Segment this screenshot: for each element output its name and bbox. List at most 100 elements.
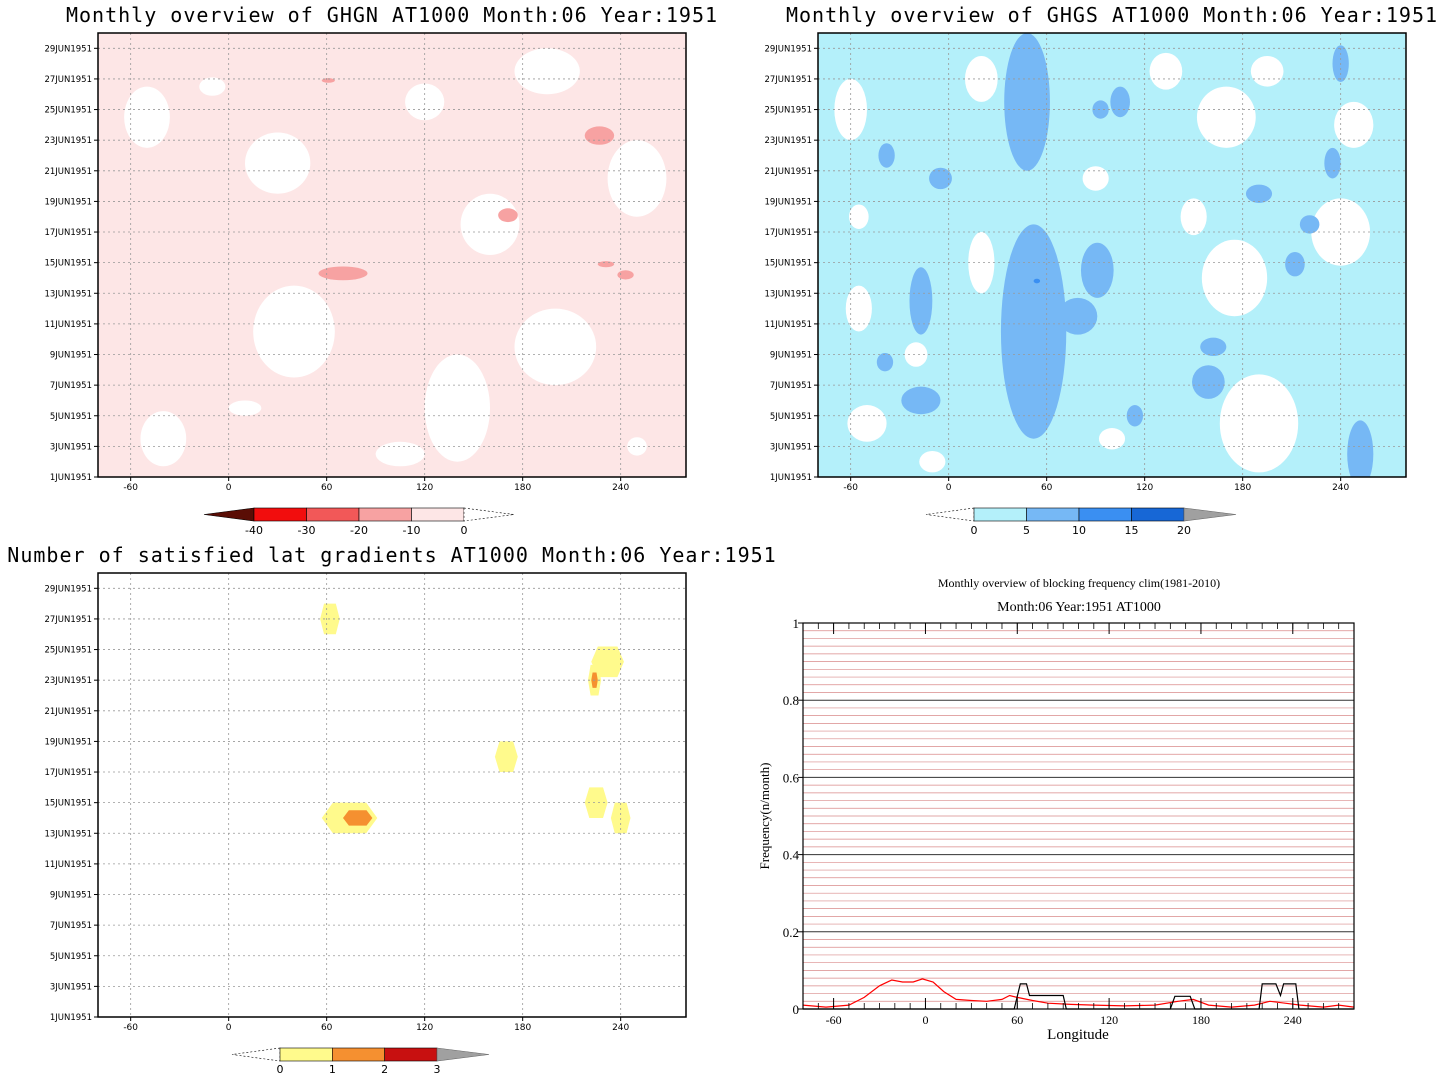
contour-region [1058,297,1098,335]
y-tick-label: 15JUN1951 [44,259,92,269]
y-tick-label: 21JUN1951 [764,167,812,177]
contour-region [318,266,368,281]
contour-region [498,208,518,223]
y-tick-label: 1JUN1951 [50,1013,92,1023]
x-tick-label: 180 [1234,483,1251,493]
x-tick-label: -60 [843,483,858,493]
plot-area [818,33,1406,477]
y-tick-label: 19JUN1951 [44,737,92,747]
contour-gap [424,354,491,462]
contour-region [1299,215,1320,234]
colorbar-extend-low [925,507,975,522]
chart-title: Number of satisfied lat gradients AT1000… [7,543,776,567]
y-tick-label: 29JUN1951 [44,44,92,54]
y-tick-label: 1 [793,616,800,631]
contour-gap [1180,198,1207,236]
contour-gap [847,405,887,442]
colorbar-label: -40 [245,524,263,537]
colorbar-label: -30 [298,524,316,537]
y-tick-label: 21JUN1951 [44,707,92,717]
contour-gap [607,140,667,217]
contour-region [597,261,615,268]
contour-region [1324,147,1341,179]
x-tick-label: 240 [612,1023,629,1033]
y-tick-label: 25JUN1951 [44,106,92,116]
colorbar-box [332,1047,385,1062]
y-tick-label: 0 [793,1002,800,1017]
contour-gap [514,308,597,386]
contour-region [876,352,894,372]
x-tick-label: 60 [321,1023,333,1033]
plot-frame [817,32,1407,478]
contour-gap [375,441,425,467]
x-tick-label: 240 [1284,1013,1302,1027]
y-tick-label: 19JUN1951 [764,197,812,207]
colorbar-label: 10 [1072,524,1086,537]
x-tick-label: -60 [123,483,138,493]
contour-gap [1311,198,1371,266]
y-tick-label: 11JUN1951 [764,320,812,330]
colorbar-label: 3 [434,1063,441,1076]
x-tick-label: -60 [123,1023,138,1033]
count-region [610,802,631,834]
colorbar-box [1078,507,1132,522]
colorbar-box [358,507,412,522]
contour-gap [1149,52,1183,90]
contour-gap [514,48,580,95]
y-tick-label: 17JUN1951 [44,768,92,778]
contour-gap [244,132,311,194]
colorbar: 0 1 2 3 [231,1047,490,1076]
contour-region [1080,242,1114,298]
y-tick-label: 7JUN1951 [50,381,92,391]
contour-region [1245,184,1273,203]
x-tick-label: 120 [416,1023,433,1033]
series-line-1 [802,978,1355,1008]
y-tick-label: 3JUN1951 [50,442,92,452]
y-tick-label: 21JUN1951 [44,167,92,177]
colorbar-box [411,507,465,522]
colorbar-label: -10 [403,524,421,537]
chart-title: Monthly overview of GHGS AT1000 Month:06… [786,3,1438,27]
contour-region [909,267,933,335]
contour-gap [140,411,187,467]
contour-region [617,270,634,280]
contour-gap [965,55,998,102]
colorbar-extend-high [436,1047,490,1062]
y-tick-label: 27JUN1951 [44,615,92,625]
chart-subtitle: Month:06 Year:1951 AT1000 [997,600,1161,615]
y-tick-label: 23JUN1951 [44,136,92,146]
map-panel-3: Number of satisfied lat gradients AT1000… [7,543,776,1076]
contour-gap [1219,374,1299,473]
x-tick-label: 180 [1192,1013,1210,1027]
contour-gap [1201,239,1268,317]
count-region [343,810,373,826]
colorbar-label: 20 [1177,524,1191,537]
frequency-panel: Monthly overview of blocking frequency c… [757,576,1355,1043]
y-tick-label: 9JUN1951 [50,891,92,901]
colorbar-box [306,507,360,522]
x-tick-label: 0 [226,483,232,493]
colorbar-label: 5 [1023,524,1030,537]
chart-title: Monthly overview of GHGN AT1000 Month:06… [66,3,718,27]
contour-region [584,126,615,145]
colorbar-label: 0 [461,524,468,537]
x-tick-label: 120 [1100,1013,1118,1027]
y-tick-label: 9JUN1951 [50,351,92,361]
x-tick-label: 0 [922,1013,928,1027]
y-tick-label: 3JUN1951 [50,982,92,992]
contour-gap [849,204,869,229]
y-tick-label: 0.8 [783,693,799,708]
y-tick-label: 25JUN1951 [764,106,812,116]
x-tick-label: 120 [416,483,433,493]
colorbar-box [253,507,307,522]
plot-frame [97,32,687,478]
count-region [591,646,624,678]
y-tick-label: 11JUN1951 [44,860,92,870]
y-tick-label: 27JUN1951 [764,75,812,85]
contour-region [1110,86,1130,118]
contour-region [1092,100,1109,119]
contour-gap [253,285,335,378]
colorbar-label: 15 [1125,524,1139,537]
y-tick-label: 5JUN1951 [50,952,92,962]
colorbar-label: 2 [381,1063,388,1076]
